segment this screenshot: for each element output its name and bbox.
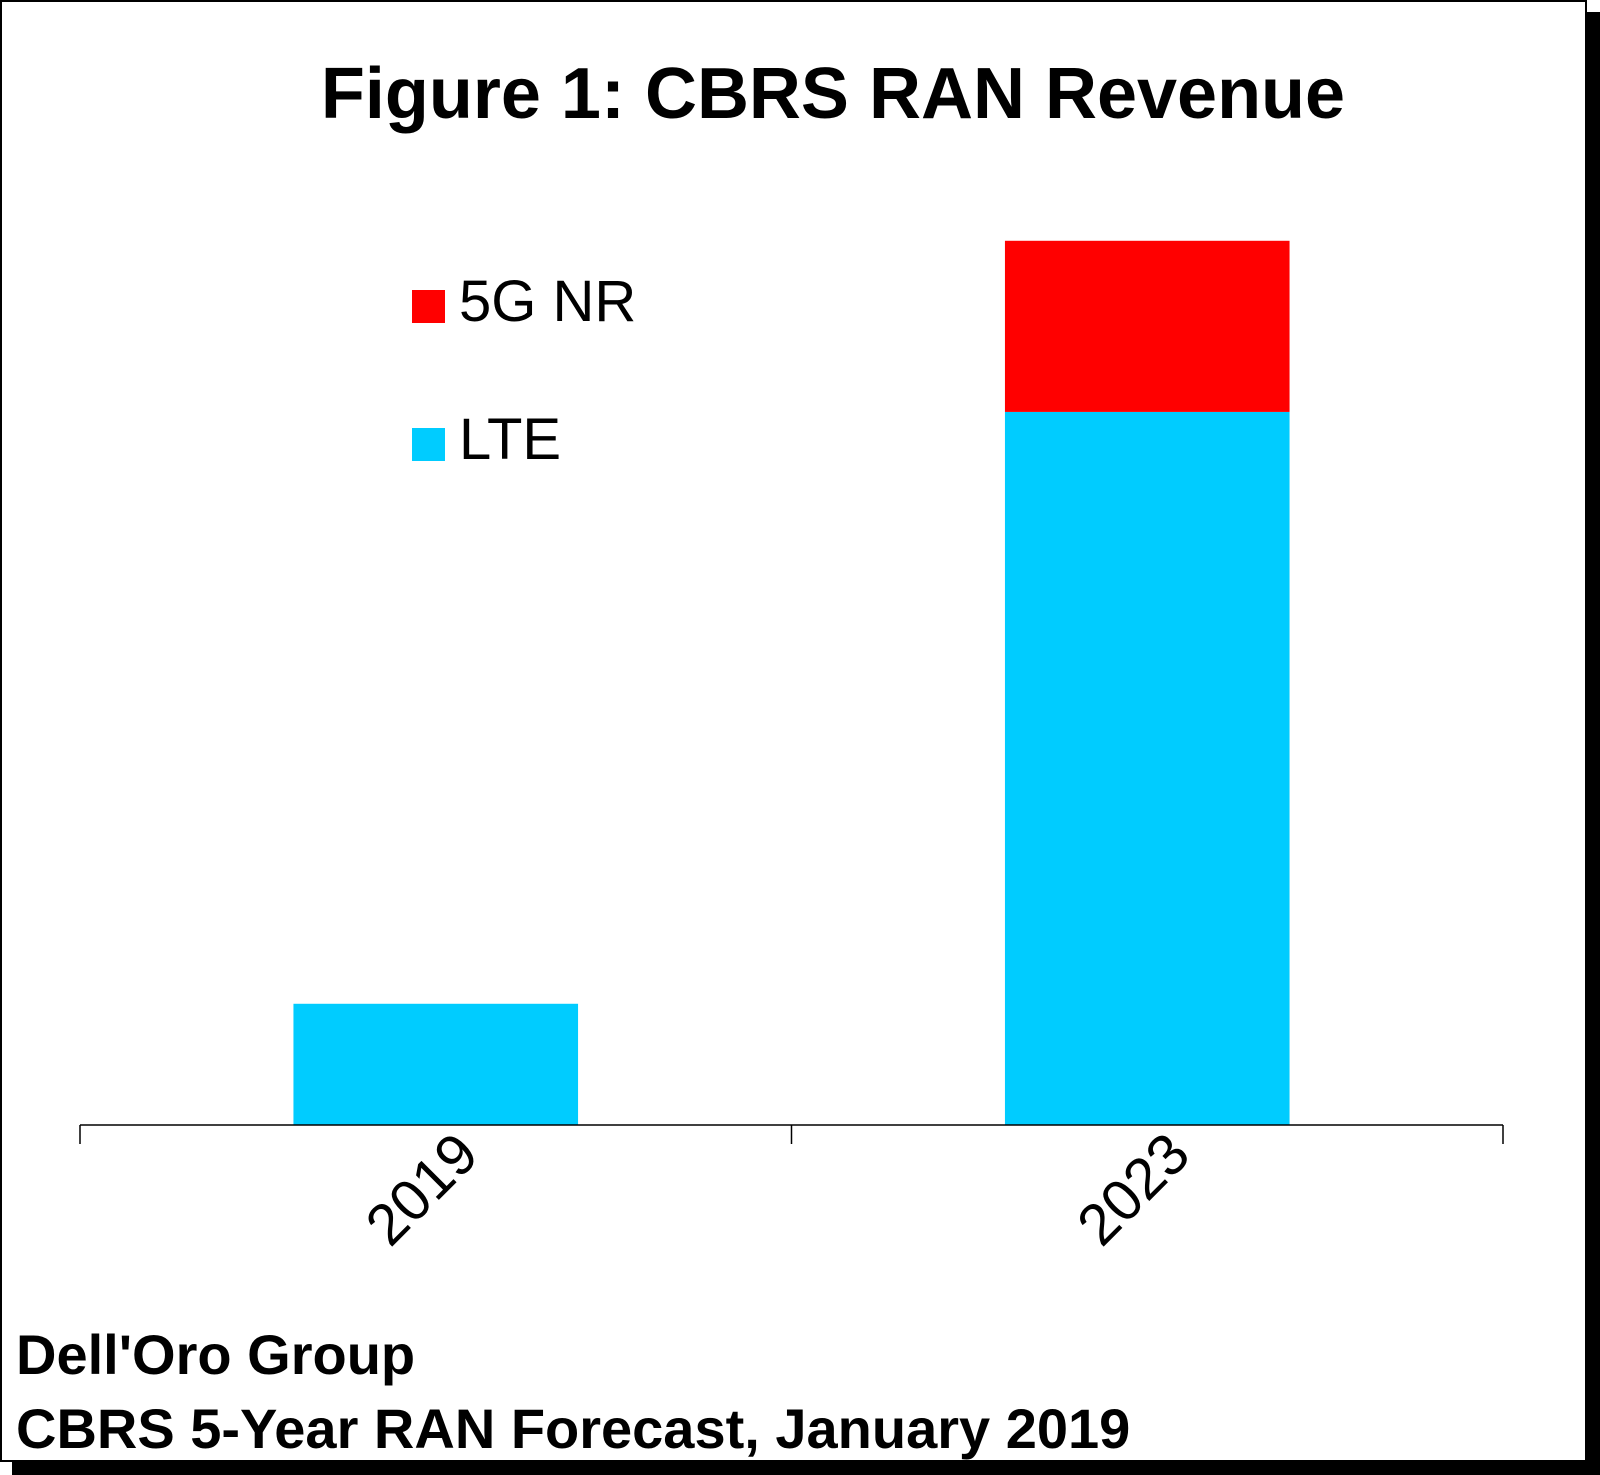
plot-area: 2019 2023 (79, 240, 1504, 1258)
bar-lte-2019 (293, 1003, 579, 1125)
bar-lte-2023 (1004, 411, 1290, 1125)
bar-5g-nr-2023 (1004, 240, 1290, 412)
source-line-publisher: Dell'Oro Group (16, 1323, 416, 1386)
legend-label-lte: LTE (459, 407, 561, 472)
frame-shadow-right (1587, 12, 1600, 1475)
frame-shadow-bottom (12, 1462, 1600, 1475)
x-tick-label-2019: 2019 (353, 1121, 490, 1258)
source-line-report: CBRS 5-Year RAN Forecast, January 2019 (16, 1397, 1131, 1460)
x-tick-label-2023: 2023 (1065, 1121, 1202, 1258)
chart-title: Figure 1: CBRS RAN Revenue (321, 54, 1345, 134)
legend-label-5g-nr: 5G NR (459, 269, 636, 334)
source-note: Dell'Oro Group CBRS 5-Year RAN Forecast,… (16, 1318, 1130, 1466)
legend: 5G NR LTE (412, 269, 636, 472)
legend-swatch-lte (412, 428, 445, 461)
legend-swatch-5g-nr (412, 290, 445, 323)
